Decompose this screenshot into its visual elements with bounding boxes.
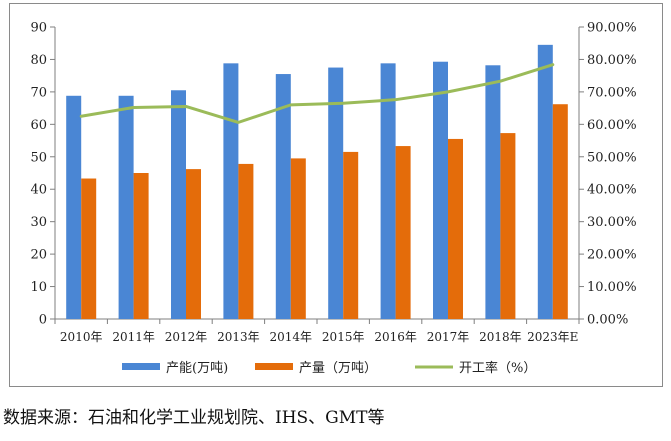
bar-output [343, 151, 359, 319]
bar-capacity [223, 63, 239, 320]
legend-label: 产能(万吨) [166, 361, 228, 376]
y-left-tick-label: 90 [30, 21, 47, 36]
y-left-tick-label: 40 [30, 183, 47, 198]
x-tick-label: 2014年 [270, 330, 313, 344]
bar-output [238, 163, 254, 319]
source-note: 数据来源：石油和化学工业规划院、IHS、GMT等 [3, 408, 385, 428]
line-series [79, 63, 555, 124]
y-left-tick-label: 30 [30, 215, 47, 230]
legend-label: 产量（万吨） [299, 361, 377, 376]
bar-output [186, 169, 201, 319]
bar-capacity [537, 44, 553, 319]
combo-chart: 0 10 20 30 40 50 60 70 80 90 0.00% 10.00% 20.00% 30.0… [30, 21, 636, 377]
y-left-tick-label: 60 [30, 118, 47, 133]
bar-capacity [66, 95, 82, 319]
x-tick-label: 2023年E [527, 330, 578, 344]
bar-capacity [433, 61, 448, 320]
x-tick-label: 2016年 [374, 330, 417, 344]
y-left-tick-label: 10 [30, 280, 47, 295]
y-right-tick-label: 0.00% [587, 313, 628, 328]
bar-output [500, 133, 516, 319]
y-right-tick-label: 40.00% [587, 183, 637, 198]
y-left-tick-label: 80 [30, 53, 47, 68]
y-right-tick-label: 10.00% [587, 280, 637, 295]
y-left-tick-label: 20 [30, 248, 47, 263]
y-right-tick-label: 80.00% [587, 53, 637, 68]
bar-series [66, 44, 568, 320]
bar-capacity [171, 90, 186, 320]
x-tick-label: 2018年 [479, 330, 522, 344]
bar-output [290, 158, 306, 319]
y-right-tick-label: 50.00% [587, 150, 637, 165]
x-tick-label: 2013年 [217, 330, 260, 344]
chart-frame: 0 10 20 30 40 50 60 70 80 90 0.00% 10.00% 20.00% 30.0… [9, 3, 663, 387]
bar-output [81, 178, 97, 319]
y-right-tick-label: 70.00% [587, 85, 637, 100]
legend-swatch [122, 363, 160, 370]
bar-capacity [485, 65, 501, 319]
x-tick-label: 2012年 [165, 330, 208, 344]
legend-swatch [255, 363, 293, 370]
y-left-tick-label: 70 [30, 85, 47, 100]
x-tick-label: 2017年 [427, 330, 470, 344]
bar-capacity [275, 74, 291, 320]
y-right-tick-label: 30.00% [587, 215, 637, 230]
y-left-tick-label: 50 [30, 150, 47, 165]
bar-output [552, 104, 568, 320]
bar-output [133, 173, 149, 319]
bar-capacity [380, 63, 396, 320]
bar-output [395, 146, 411, 319]
x-tick-label: 2011年 [112, 330, 155, 344]
bar-capacity [118, 95, 134, 319]
bar-output [448, 138, 463, 319]
x-tick-label: 2010年 [60, 330, 103, 344]
legend-label: 开工率（%） [459, 360, 536, 376]
bar-capacity [328, 67, 344, 319]
y-right-tick-label: 90.00% [587, 21, 637, 36]
legend: 产能(万吨) 产量（万吨） 开工率（%） [122, 360, 536, 376]
x-tick-label: 2015年 [322, 330, 365, 344]
y-left-tick-label: 0 [39, 313, 47, 328]
y-right-tick-label: 60.00% [587, 118, 637, 133]
y-right-tick-label: 20.00% [587, 248, 637, 263]
tick-labels: 0 10 20 30 40 50 60 70 80 90 0.00% 10.00% 20.00% 30.0… [30, 21, 636, 345]
utilization-line [79, 63, 555, 124]
